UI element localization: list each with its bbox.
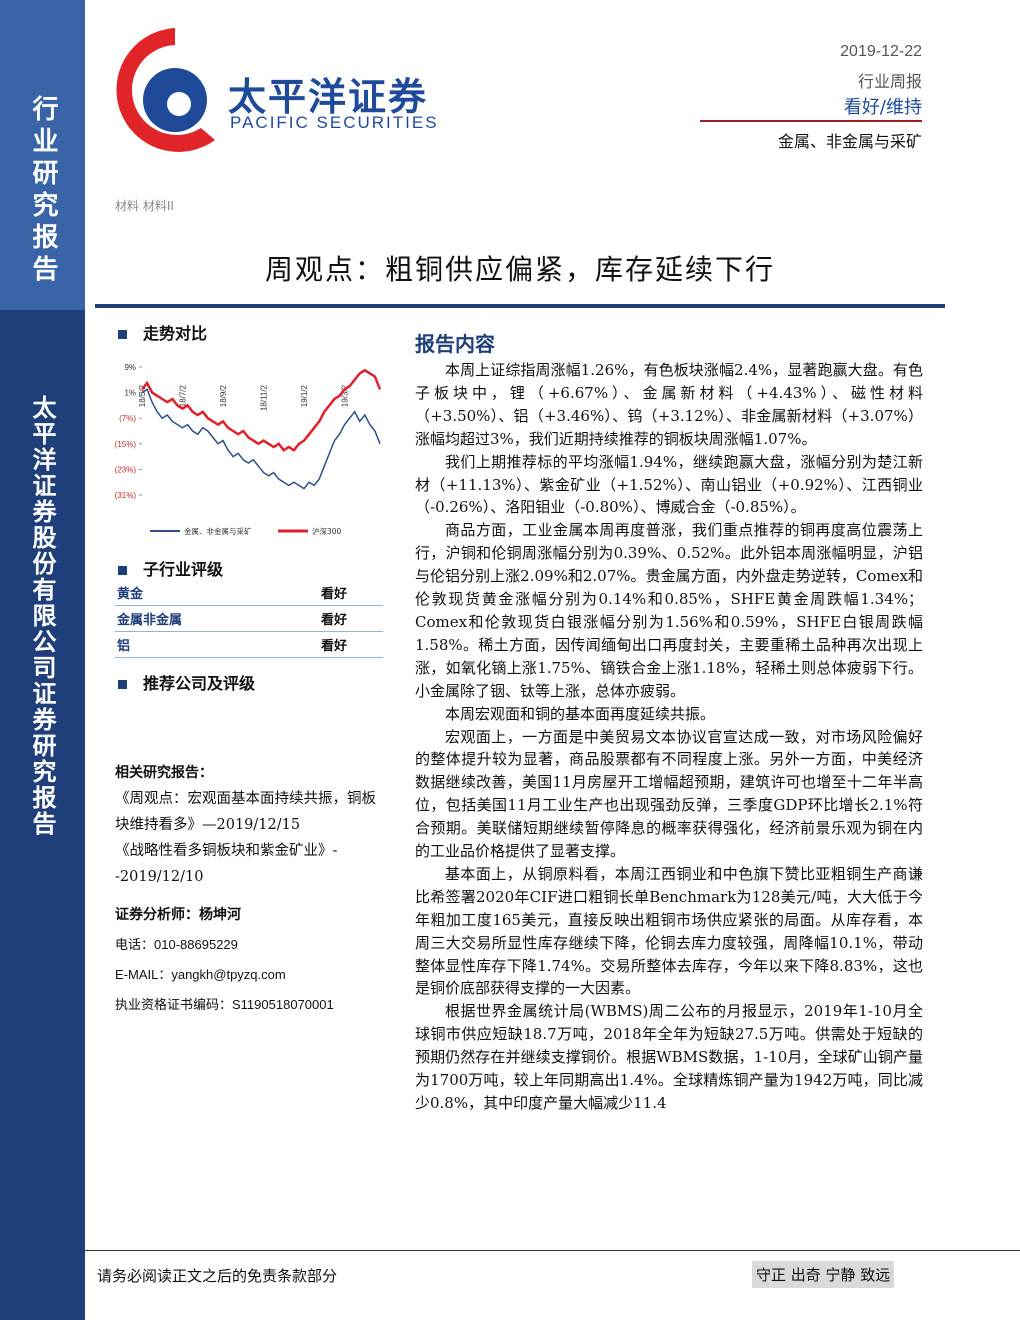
y-tick-label: (7%) [119,414,136,423]
email: E-MAIL：yangkh@tpyzq.com [115,967,286,982]
company-en: PACIFIC SECURITIES [230,113,439,132]
rating-table: 黄金 看好 金属非金属 看好 铝看好 [115,580,383,658]
footer-rule [85,1250,1020,1251]
series-line [141,368,382,452]
sector-rating: 看好 [319,631,383,658]
date: 2019-12-22 [840,43,922,60]
x-tick-label: 18/5/2 [138,384,147,407]
paragraph: 本周上证综指周涨幅1.26%，有色板块涨幅2.4%，显著跑赢大盘。有色子板块中，… [415,361,923,448]
sector-rating: 看好 [319,605,383,632]
rating-heading: 子行业评级 [118,556,223,580]
rating: 看好/维持 [843,97,922,118]
logo-arc [116,28,215,152]
title-rule [95,304,945,308]
paragraph: 宏观面上，一方面是中美贸易文本协议官宣达成一致，对市场风险偏好的整体提升较为显著… [415,727,923,861]
y-tick-label: 1% [124,389,136,398]
x-tick-label: 18/7/2 [179,384,188,407]
y-tick-label: (23%) [115,465,137,474]
title: 周观点：粗铜供应偏紧，库存延续下行 [264,253,775,286]
sidebar-top-text: 行业研究报告 [28,95,58,287]
y-tick-label: (15%) [115,440,137,449]
category: 材料 材料II [115,199,174,213]
x-tick-label: 19/3/2 [341,384,350,407]
license: 执业资格证书编码：S1190518070001 [115,997,334,1012]
sector: 黄金 [115,580,319,606]
sector: 铝 [115,631,319,658]
paragraph: 商品方面，工业金属本周再度普涨，我们重点推荐的铜再度高位震荡上行，沪铜和伦铜周涨… [415,521,923,700]
y-tick-label: (31%) [115,491,137,500]
x-tick-label: 18/9/2 [219,384,228,407]
report-type: 行业周报 [857,72,922,91]
series-line [141,388,381,490]
x-tick-label: 19/1/2 [300,384,309,407]
related-report: 《周观点：宏观面基本面持续共振，铜板块维持看多》—2019/12/15 [115,791,376,833]
related-block: 相关研究报告： 《周观点：宏观面基本面持续共振，铜板块维持看多》—2019/12… [115,760,383,1018]
logo [116,28,215,152]
rating-row: 金属非金属 看好 [115,605,383,632]
disclaimer: 请务必阅读正文之后的免责条款部分 [97,1267,338,1285]
rating-row: 铝看好 [115,631,383,658]
sidebar-bottom [0,310,85,1320]
company-cn: 太平洋证券 [228,75,429,119]
sector-rating: 看好 [319,580,383,606]
y-tick-label: 9% [124,363,136,372]
sidebar-top [0,0,85,310]
trend-heading: 走势对比 [118,320,207,344]
phone: 电话：010-88695229 [115,937,238,952]
related-heading: 相关研究报告： [115,765,213,781]
rating-row: 黄金 看好 [115,580,383,606]
paragraph: 本周宏观面和铜的基本面再度延续共振。 [445,704,716,723]
sector: 金属非金属 [115,605,319,632]
trend-chart: 9% 1% (7%) (15%) (23%) (31%) 18/5/2 18/7/2 18/9/… [115,363,382,536]
body-text: 本周上证综指周涨幅1.26%，有色板块涨幅2.4%，显著跑赢大盘。有色子板块中，… [415,359,923,1209]
paragraph: 根据世界金属统计局(WBMS)周二公布的月报显示，2019年1-10月全球铜市供… [415,1002,923,1112]
body-heading: 报告内容 [415,332,495,356]
legend-label: 金属、非金属与采矿 [184,526,252,536]
analyst: 证券分析师：杨坤河 [115,907,241,923]
motto: 守正 出奇 宁静 致远 [752,1261,895,1288]
header-rule [700,120,922,122]
x-tick-label: 18/11/2 [260,384,269,411]
legend-label: 沪深300 [312,526,342,536]
logo-dot [167,92,191,116]
related-report: 《战略性看多铜板块和紫金矿业》--2019/12/10 [115,843,338,885]
sidebar-bottom-text: 太平洋证券股份有限公司证券研究报告 [28,395,56,837]
industry: 金属、非金属与采矿 [777,132,922,151]
companies-heading: 推荐公司及评级 [118,670,255,694]
paragraph: 基本面上，从铜原料看，本周江西铜业和中色旗下赞比亚粗铜生产商谦比希签署2020年… [415,864,923,998]
paragraph: 我们上期推荐标的平均涨幅1.94%，继续跑赢大盘，涨幅分别为楚江新材（+11.1… [415,452,923,517]
